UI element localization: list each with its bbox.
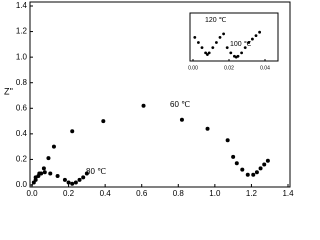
data-point — [225, 138, 230, 143]
y-tick-label: 0.4 — [16, 129, 28, 138]
data-point — [101, 119, 106, 124]
data-point — [37, 171, 42, 176]
data-point — [197, 41, 200, 44]
data-point — [141, 103, 146, 108]
data-point — [218, 35, 222, 39]
x-tick-label: 0.02 — [224, 65, 234, 71]
x-tick-label: 1.4 — [282, 189, 294, 198]
data-point — [70, 129, 75, 134]
x-tick-label: 1.0 — [209, 189, 221, 198]
data-point — [62, 177, 67, 182]
y-tick-label: 1.2 — [16, 27, 28, 36]
data-point — [193, 35, 197, 39]
data-point — [207, 51, 211, 55]
x-tick-label: 0.4 — [100, 189, 112, 198]
data-point — [204, 51, 208, 55]
y-tick-label: 0.6 — [16, 103, 28, 112]
inset-frame — [189, 12, 279, 62]
data-point — [46, 156, 51, 161]
data-point — [258, 30, 261, 34]
data-point — [51, 144, 56, 149]
data-point — [247, 41, 251, 44]
data-point — [245, 172, 250, 177]
data-point — [251, 172, 256, 177]
y-tick-label: 0.2 — [16, 155, 28, 164]
data-point — [225, 46, 229, 50]
x-tick-label: 0.00 — [188, 65, 198, 71]
data-point — [258, 166, 263, 171]
data-point — [231, 154, 236, 159]
data-point — [42, 170, 47, 175]
y-tick-label: 0.8 — [16, 78, 28, 87]
plot-frame — [29, 1, 291, 188]
data-point — [41, 166, 46, 171]
data-point — [215, 41, 218, 44]
x-tick-label: 0.6 — [136, 189, 148, 198]
data-point — [222, 32, 226, 36]
series-label: 120 ℃ — [205, 17, 227, 24]
data-point — [206, 53, 209, 56]
y-tick-label: 1.4 — [16, 1, 28, 10]
data-point — [240, 167, 245, 172]
y-axis-label: Z'' — [4, 86, 13, 96]
series-label: 80 ℃ — [86, 167, 106, 176]
data-point — [254, 34, 258, 38]
data-point — [179, 117, 184, 122]
data-point — [84, 171, 89, 176]
data-point — [240, 51, 244, 55]
data-point — [33, 175, 38, 180]
x-tick-label: 1.2 — [246, 189, 258, 198]
data-point — [66, 180, 71, 185]
data-point — [234, 161, 239, 166]
data-point — [200, 46, 204, 50]
data-point — [243, 46, 247, 50]
data-point — [55, 174, 60, 179]
series-label: 100 ℃ — [230, 41, 252, 48]
data-point — [229, 51, 233, 55]
data-point — [73, 180, 78, 185]
data-point — [77, 177, 82, 182]
y-tick-label: 1.0 — [16, 52, 28, 61]
series-label: 60 ℃ — [170, 100, 190, 109]
x-tick-label: 0.2 — [63, 189, 75, 198]
data-point — [48, 171, 53, 176]
x-tick-label: 0.04 — [260, 65, 270, 71]
data-point — [236, 54, 240, 58]
x-tick-label: 0.8 — [173, 189, 185, 198]
y-tick-label: 0.0 — [16, 180, 28, 189]
data-point — [205, 126, 210, 131]
data-point — [254, 170, 259, 175]
x-tick-label: 0.0 — [26, 189, 38, 198]
data-point — [251, 37, 254, 41]
chart: Z'' 0.0 0.2 0.4 0.6 0.8 1.0 1.2 1.4 0.0 0.2 0.4 0.6… — [4, 1, 294, 198]
data-point — [265, 158, 270, 163]
data-point — [262, 162, 267, 167]
data-point — [70, 181, 75, 186]
data-point — [81, 175, 86, 180]
data-point — [211, 46, 215, 50]
